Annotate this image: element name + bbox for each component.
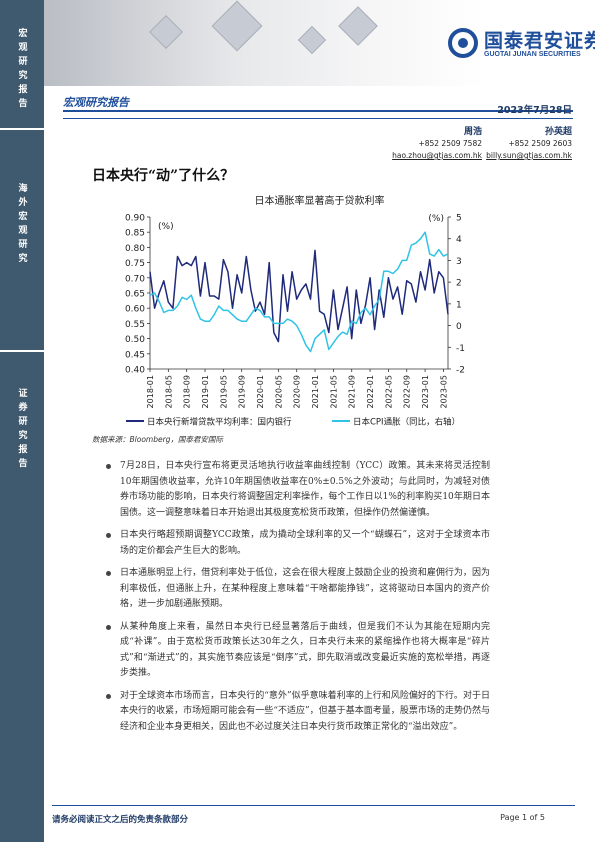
left-sidebar: 宏观研究报告 海外宏观研究 证券研究报告 bbox=[0, 0, 44, 842]
x-tick-label: 2020-09 bbox=[293, 375, 302, 408]
x-tick-label: 2023-01 bbox=[421, 375, 430, 408]
left-tick-label: 0.90 bbox=[125, 214, 145, 224]
left-tick-label: 0.70 bbox=[125, 274, 145, 284]
right-tick-label: 4 bbox=[456, 235, 462, 245]
diamond-icon bbox=[297, 25, 327, 55]
x-tick-label: 2018-09 bbox=[183, 375, 192, 408]
bullet-icon bbox=[106, 693, 111, 699]
chart-legend: 日本央行新增贷款平均利率：国内银行 日本CPI通胀（同比，右轴） bbox=[126, 417, 460, 428]
left-tick-label: 0.40 bbox=[125, 366, 145, 376]
x-tick-label: 2021-05 bbox=[329, 375, 338, 408]
left-tick-label: 0.50 bbox=[125, 335, 145, 345]
right-tick-label: 2 bbox=[456, 279, 462, 289]
header-divider bbox=[63, 118, 573, 119]
bullet-list: 7月28日，日本央行宣布将更灵活地执行收益率曲线控制（YCC）政策。其未来将灵活… bbox=[106, 459, 490, 742]
left-tick-label: 0.60 bbox=[125, 305, 145, 315]
bullet-icon bbox=[106, 464, 111, 469]
right-unit-label: (%) bbox=[428, 214, 444, 224]
left-tick-label: 0.75 bbox=[125, 259, 145, 269]
author-block: 孙英超 +852 2509 2603 billy.sun@gtjas.com.h… bbox=[486, 126, 572, 162]
legend-label-cpi: 日本CPI通胀（同比，右轴） bbox=[353, 417, 460, 428]
x-tick-label: 2019-01 bbox=[201, 375, 210, 408]
bullet-item: 7月28日，日本央行宣布将更灵活地执行收益率曲线控制（YCC）政策。其未来将灵活… bbox=[106, 459, 490, 521]
chart-title: 日本通胀率显著高于贷款利率 bbox=[254, 196, 385, 207]
series-line-loan-rate bbox=[149, 249, 449, 343]
left-tick-label: 0.85 bbox=[125, 229, 145, 239]
chart-axes: 0.40 0.45 0.50 0.55 0.60 0.65 0.70 0.75 0.80 0.85… bbox=[125, 214, 465, 409]
left-tick-label: 0.45 bbox=[125, 350, 145, 360]
left-tick-label: 0.65 bbox=[125, 290, 145, 300]
right-tick-label: -2 bbox=[456, 366, 465, 376]
author-phone: +852 2509 7582 bbox=[418, 139, 482, 148]
sidebar-label-macro: 宏观研究报告 bbox=[16, 28, 27, 112]
x-tick-label: 2022-01 bbox=[366, 375, 375, 408]
x-tick-label: 2021-09 bbox=[348, 375, 357, 408]
left-unit-label: (%) bbox=[158, 222, 174, 232]
page-number: Page 1 of 5 bbox=[500, 813, 545, 822]
left-tick-label: 0.55 bbox=[125, 320, 145, 330]
data-source: 数据来源：Bloomberg，国泰君安国际 bbox=[92, 435, 223, 444]
bullet-item: 从某种角度上来看，虽然日本央行已经显著落后于曲线，但是我们不认为其能在短期内完成… bbox=[106, 620, 490, 682]
x-tick-label: 2018-01 bbox=[146, 375, 155, 408]
bullet-icon bbox=[106, 533, 111, 538]
author-email-link[interactable]: billy.sun@gtjas.com.hk bbox=[486, 151, 572, 160]
right-tick-label: -1 bbox=[456, 344, 465, 354]
sidebar-label-securities: 证券研究报告 bbox=[16, 388, 27, 472]
chart-series bbox=[149, 231, 449, 353]
x-tick-label: 2023-05 bbox=[439, 375, 448, 408]
right-tick-label: 5 bbox=[456, 214, 462, 224]
diamond-icon bbox=[338, 6, 378, 46]
author-email-link[interactable]: hao.zhou@gtjas.com.hk bbox=[392, 151, 482, 160]
x-tick-label: 2022-09 bbox=[403, 375, 412, 408]
bullet-icon bbox=[106, 571, 111, 576]
footer-divider bbox=[52, 805, 575, 806]
sidebar-divider bbox=[0, 350, 44, 352]
x-tick-label: 2019-05 bbox=[219, 375, 228, 408]
author-block: 周浩 +852 2509 7582 hao.zhou@gtjas.com.hk bbox=[392, 126, 482, 162]
x-tick-label: 2020-05 bbox=[274, 375, 283, 408]
report-date: 2023年7月28日 bbox=[497, 105, 572, 116]
right-tick-label: 0 bbox=[456, 322, 462, 332]
bullet-item: 日本通胀明显上行，借贷利率处于低位，这会在很大程度上鼓励企业的投资和雇佣行为，因… bbox=[106, 566, 490, 613]
author-name: 周浩 bbox=[463, 127, 482, 137]
right-tick-label: 1 bbox=[456, 300, 462, 310]
company-logo: 国泰君安证券 GUOTAI JUNAN SECURITIES bbox=[448, 26, 595, 66]
bullet-icon bbox=[106, 624, 111, 630]
footer-disclaimer: 请务必阅读正文之后的免责条款部分 bbox=[52, 815, 189, 825]
sidebar-label-overseas: 海外宏观研究 bbox=[16, 183, 27, 267]
logo-icon bbox=[448, 28, 478, 58]
sidebar-divider bbox=[0, 128, 44, 130]
diamond-icon bbox=[211, 0, 263, 52]
author-name: 孙英超 bbox=[544, 127, 572, 137]
bullet-item: 对于全球资本市场而言，日本央行的“意外”似乎意味着利率的上行和风险偏好的下行。对… bbox=[106, 689, 490, 736]
series-line-cpi bbox=[149, 231, 449, 353]
bullet-item: 日本央行略超预期调整YCC政策，成为撬动全球利率的又一个“蝴蝶石”，这对于全球资… bbox=[106, 528, 490, 559]
x-tick-label: 2020-01 bbox=[256, 375, 265, 408]
header-banner: 国泰君安证券 GUOTAI JUNAN SECURITIES bbox=[44, 0, 595, 86]
page-title: 日本央行“动”了什么？ bbox=[92, 168, 235, 184]
diamond-icon bbox=[149, 15, 183, 49]
x-tick-label: 2021-01 bbox=[311, 375, 320, 408]
report-type: 宏观研究报告 bbox=[63, 96, 129, 109]
right-tick-label: 3 bbox=[456, 257, 462, 267]
x-tick-label: 2019-09 bbox=[238, 375, 247, 408]
logo-text-en: GUOTAI JUNAN SECURITIES bbox=[484, 51, 581, 58]
logo-text-cn: 国泰君安证券 bbox=[484, 30, 595, 52]
header-divider bbox=[63, 110, 573, 112]
author-phone: +852 2509 2603 bbox=[508, 139, 572, 148]
x-tick-label: 2018-05 bbox=[164, 375, 173, 408]
x-tick-label: 2022-05 bbox=[384, 375, 393, 408]
line-chart: 0.40 0.45 0.50 0.55 0.60 0.65 0.70 0.75 0.80 0.85… bbox=[125, 214, 465, 428]
left-tick-label: 0.80 bbox=[125, 244, 145, 254]
legend-label-loan-rate: 日本央行新增贷款平均利率：国内银行 bbox=[147, 417, 292, 428]
